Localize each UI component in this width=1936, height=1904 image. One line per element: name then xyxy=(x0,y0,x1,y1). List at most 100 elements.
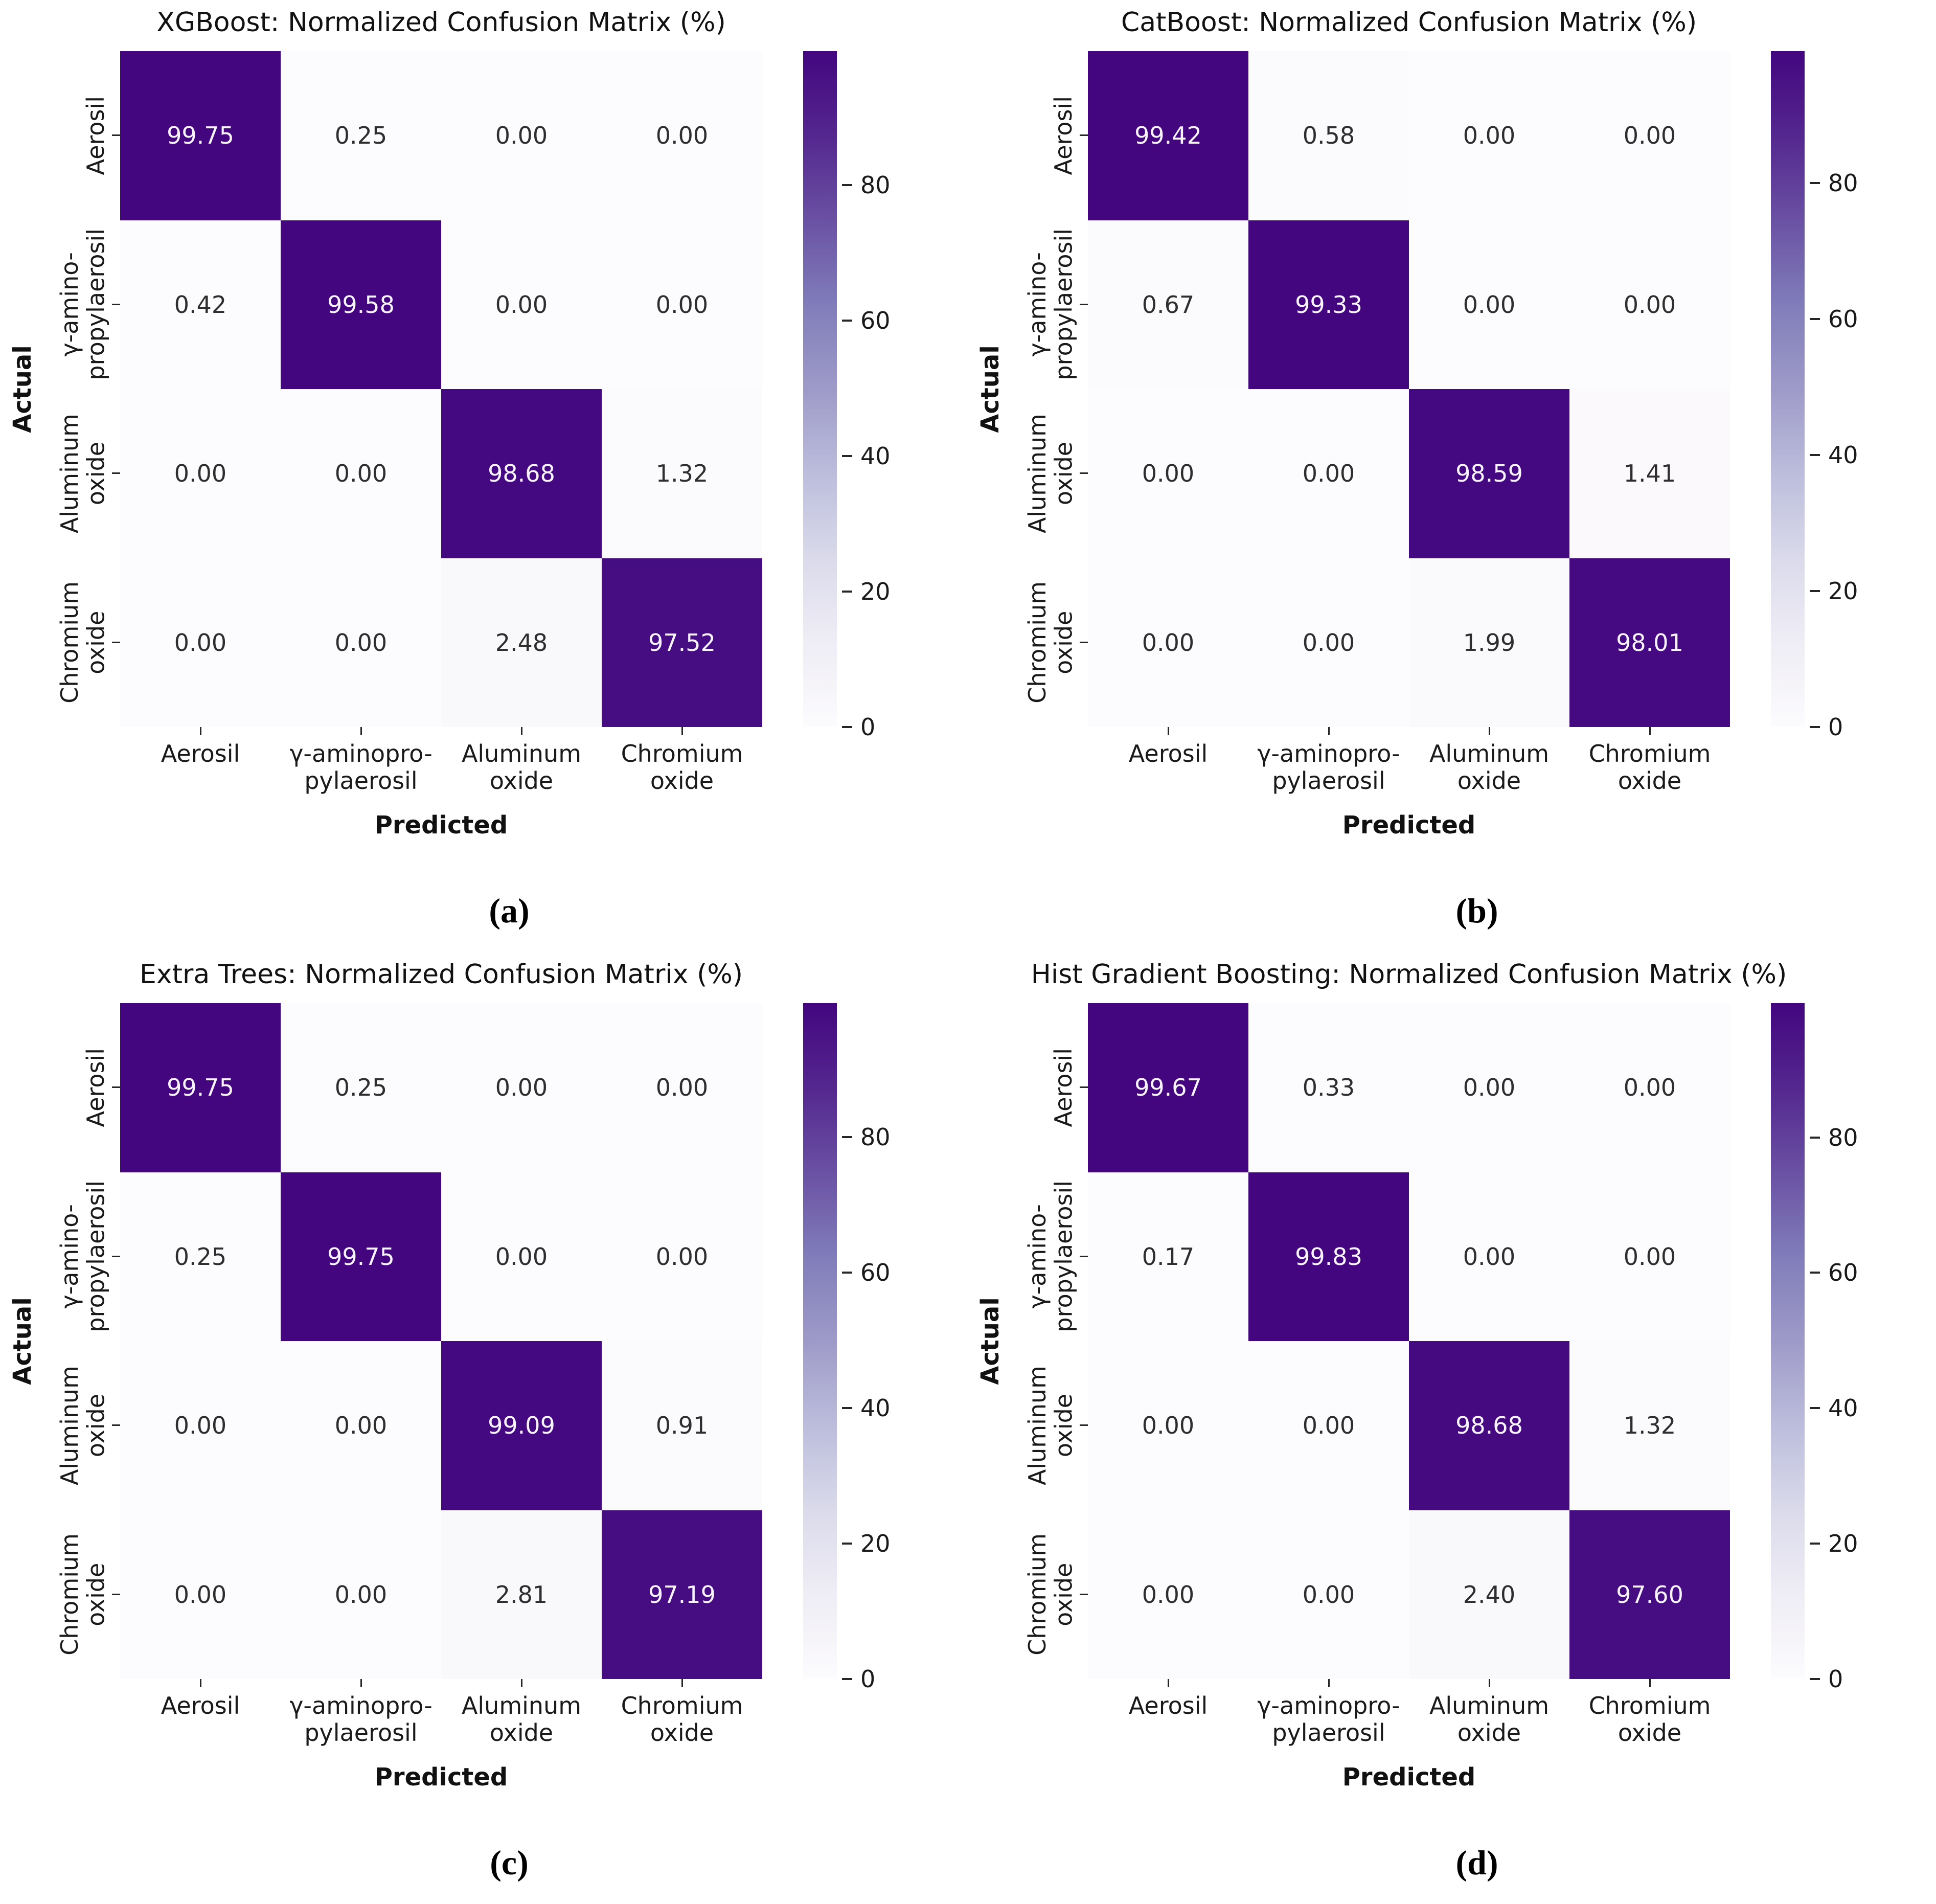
panel-d-x-tick-label-3: Chromium oxide xyxy=(1588,1692,1711,1747)
panel-b-cell-r0c0: 99.42 xyxy=(1088,51,1248,220)
panel-a-x-tick-label-1: γ-aminopro-pylaerosil xyxy=(289,740,432,795)
colorbar-tick-dash xyxy=(842,1407,852,1409)
colorbar-tick-dash xyxy=(1810,1407,1820,1410)
colorbar-tick-dash xyxy=(842,1271,852,1274)
panel-c-y-tick-row: Aluminum oxide xyxy=(0,1341,110,1510)
panel-c-colorbar-tick-40: 40 xyxy=(842,1394,891,1422)
panel-d-y-tick-row: Aluminum oxide xyxy=(968,1341,1078,1510)
colorbar-tick-value: 0 xyxy=(860,1665,876,1693)
panel-b-colorbar-tick-80: 80 xyxy=(1810,169,1858,197)
panel-c-cell-r0c0: 99.75 xyxy=(120,1003,281,1172)
colorbar-tick-value: 80 xyxy=(860,1123,891,1151)
colorbar-tick-value: 60 xyxy=(1828,305,1858,333)
panel-b-x-tick-mark-0 xyxy=(1167,727,1169,735)
panel-b-cell-r3c3: 98.01 xyxy=(1569,558,1730,727)
panel-b-cell-r2c3: 1.41 xyxy=(1569,389,1730,558)
panel-a-y-tick-mark-0 xyxy=(112,134,120,137)
panel-d-y-tick-label-3: Chromium oxide xyxy=(1023,1533,1078,1656)
panel-a-cell-r0c3: 0.00 xyxy=(602,51,762,220)
colorbar-tick-dash xyxy=(1810,726,1820,728)
panel-c-y-tick-mark-3 xyxy=(112,1593,120,1595)
panel-a-y-tick-label-2: Aluminum oxide xyxy=(55,414,110,534)
panel-a-cell-r2c1: 0.00 xyxy=(281,389,441,558)
panel-b-y-tick-mark-1 xyxy=(1080,303,1088,305)
panel-b-y-tick-label-2: Aluminum oxide xyxy=(1023,414,1078,534)
colorbar-tick-dash xyxy=(842,726,852,728)
panel-c-y-tick-labels: Aerosil γ-amino-propylaerosil Aluminum oxid… xyxy=(0,1003,110,1679)
colorbar-tick-dash xyxy=(1810,1272,1820,1274)
panel-a-colorbar-tick-80: 80 xyxy=(842,171,891,199)
panel-b-x-tick-mark-1 xyxy=(1328,727,1330,735)
panel-c-cell-r3c1: 0.00 xyxy=(281,1510,441,1679)
panel-b-colorbar-tick-60: 60 xyxy=(1810,305,1858,333)
panel-a-cell-r3c1: 0.00 xyxy=(281,558,441,727)
colorbar-tick-value: 0 xyxy=(1828,713,1843,741)
panel-b-x-tick-label-3: Chromium oxide xyxy=(1588,740,1711,795)
panel-b-y-tick-row: γ-amino-propylaerosil xyxy=(968,220,1078,390)
panel-a-y-tick-row: Chromium oxide xyxy=(0,558,110,728)
colorbar-tick-dash xyxy=(842,319,852,322)
panel-b-cell-r2c1: 0.00 xyxy=(1248,389,1409,558)
panel-d-caption: (d) xyxy=(1455,1843,1498,1882)
panel-b-y-tick-label-0: Aerosil xyxy=(1050,96,1078,175)
panel-a-y-tick-labels: Aerosil γ-amino-propylaerosil Aluminum oxid… xyxy=(0,51,110,728)
panel-a-cell-r2c2: 98.68 xyxy=(441,389,602,558)
panel-b-x-tick-label-2: Aluminum oxide xyxy=(1429,740,1550,795)
panel-c-cell-r1c2: 0.00 xyxy=(441,1172,602,1341)
panel-d-x-tick-labels: Aerosil γ-aminopro-pylaerosil Aluminum oxid… xyxy=(1088,1692,1730,1747)
panel-a-colorbar-bar xyxy=(803,51,837,727)
panel-b-y-tick-mark-0 xyxy=(1080,134,1088,137)
colorbar-tick-dash xyxy=(1810,318,1820,321)
colorbar-tick-dash xyxy=(1810,454,1820,457)
panel-a-y-tick-label-1: γ-amino-propylaerosil xyxy=(55,229,110,380)
panel-a-y-tick-row: Aluminum oxide xyxy=(0,389,110,558)
panel-c-x-tick-mark-3 xyxy=(681,1679,683,1687)
panel-b-cell-r1c0: 0.67 xyxy=(1088,220,1248,389)
panel-d-x-tick-mark-1 xyxy=(1328,1679,1330,1687)
panel-d-colorbar-tick-20: 20 xyxy=(1810,1530,1858,1557)
panel-c-x-tick-mark-1 xyxy=(360,1679,362,1687)
panel-a-x-axis-title: Predicted xyxy=(374,811,508,840)
panel-d-y-tick-row: Chromium oxide xyxy=(968,1510,1078,1680)
panel-a-x-tick-label-3: Chromium oxide xyxy=(621,740,743,795)
panel-b-heatmap-grid: 99.42 0.58 0.00 0.00 0.67 99.33 0.00 0.00 0.00 0.… xyxy=(1088,51,1730,727)
panel-a-cell-r2c3: 1.32 xyxy=(602,389,762,558)
panel-b-colorbar: 80 60 40 20 0 xyxy=(1771,51,1924,741)
panel-a-y-tick-row: γ-amino-propylaerosil xyxy=(0,220,110,390)
colorbar-tick-value: 0 xyxy=(1828,1665,1843,1693)
colorbar-tick-value: 20 xyxy=(1828,577,1858,605)
panel-b-y-tick-labels: Aerosil γ-amino-propylaerosil Aluminum oxid… xyxy=(968,51,1078,727)
panel-d-colorbar: 80 60 40 20 0 xyxy=(1771,1003,1924,1693)
panel-a-y-tick-label-0: Aerosil xyxy=(82,96,110,175)
panel-a-cell-r0c0: 99.75 xyxy=(120,51,281,220)
panel-d-y-tick-row: Aerosil xyxy=(968,1003,1077,1172)
panel-d-cell-r3c1: 0.00 xyxy=(1248,1510,1409,1679)
panel-d-cell-r1c1: 99.83 xyxy=(1248,1172,1409,1341)
panel-c-y-tick-mark-0 xyxy=(112,1086,120,1089)
panel-c-cell-r1c0: 0.25 xyxy=(120,1172,281,1341)
panel-c-x-axis-title: Predicted xyxy=(374,1763,508,1792)
panel-b-y-tick-row: Aerosil xyxy=(968,51,1077,220)
panel-d-x-tick-label-0: Aerosil xyxy=(1128,1692,1208,1719)
panel-d-y-tick-label-0: Aerosil xyxy=(1050,1048,1078,1127)
panel-b-cell-r0c3: 0.00 xyxy=(1569,51,1730,220)
panel-c-x-tick-mark-0 xyxy=(199,1679,201,1687)
panel-c-cell-r2c3: 0.91 xyxy=(602,1341,762,1510)
panel-a-x-tick-label-2: Aluminum oxide xyxy=(461,740,582,795)
panel-d-cell-r2c2: 98.68 xyxy=(1409,1341,1569,1510)
colorbar-tick-dash xyxy=(1810,1136,1820,1139)
panel-c-cell-r0c1: 0.25 xyxy=(281,1003,441,1172)
panel-a-x-tick-label-0: Aerosil xyxy=(161,740,240,767)
panel-c-y-tick-label-0: Aerosil xyxy=(82,1048,110,1127)
panel-c-cell-r3c3: 97.19 xyxy=(602,1510,762,1679)
panel-a-cell-r0c2: 0.00 xyxy=(441,51,602,220)
panel-d-colorbar-tick-80: 80 xyxy=(1810,1124,1858,1151)
panel-c-colorbar-tick-60: 60 xyxy=(842,1259,891,1286)
panel-b-cell-r1c1: 99.33 xyxy=(1248,220,1409,389)
panel-c-cell-r3c2: 2.81 xyxy=(441,1510,602,1679)
panel-d-y-tick-label-2: Aluminum oxide xyxy=(1023,1366,1078,1486)
panel-a: XGBoost: Normalized Confusion Matrix (%)… xyxy=(0,0,968,952)
panel-a-x-tick-mark-1 xyxy=(360,727,362,735)
panel-a-caption: (a) xyxy=(489,891,530,930)
panel-b-colorbar-tick-0: 0 xyxy=(1810,713,1843,741)
